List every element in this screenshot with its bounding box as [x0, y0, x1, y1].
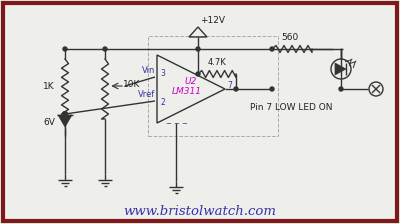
- Text: 10K: 10K: [123, 80, 140, 88]
- Text: 3: 3: [160, 69, 165, 78]
- Circle shape: [270, 47, 274, 51]
- Text: −: −: [174, 121, 179, 127]
- Text: LM311: LM311: [172, 87, 202, 96]
- Text: 4.7K: 4.7K: [208, 58, 226, 67]
- Circle shape: [270, 87, 274, 91]
- Text: +12V: +12V: [200, 16, 225, 25]
- Text: Vref: Vref: [138, 90, 155, 99]
- Text: −: −: [182, 121, 187, 127]
- Text: Vin: Vin: [142, 66, 155, 75]
- FancyBboxPatch shape: [3, 3, 397, 221]
- Polygon shape: [58, 115, 72, 127]
- Text: 7: 7: [227, 81, 232, 90]
- Polygon shape: [335, 63, 346, 75]
- Text: 6V: 6V: [43, 118, 55, 127]
- Text: −: −: [166, 121, 171, 127]
- Circle shape: [103, 47, 107, 51]
- Text: www.bristolwatch.com: www.bristolwatch.com: [124, 205, 276, 218]
- Circle shape: [63, 47, 67, 51]
- Circle shape: [63, 112, 67, 116]
- Circle shape: [234, 87, 238, 91]
- Text: U2: U2: [185, 77, 197, 86]
- Circle shape: [339, 87, 343, 91]
- Circle shape: [196, 72, 200, 76]
- Circle shape: [63, 112, 67, 116]
- Text: 1K: 1K: [43, 82, 55, 91]
- Text: 2: 2: [160, 98, 165, 107]
- Circle shape: [196, 47, 200, 51]
- Text: Pin 7 LOW LED ON: Pin 7 LOW LED ON: [250, 103, 332, 112]
- Text: 560: 560: [281, 33, 299, 42]
